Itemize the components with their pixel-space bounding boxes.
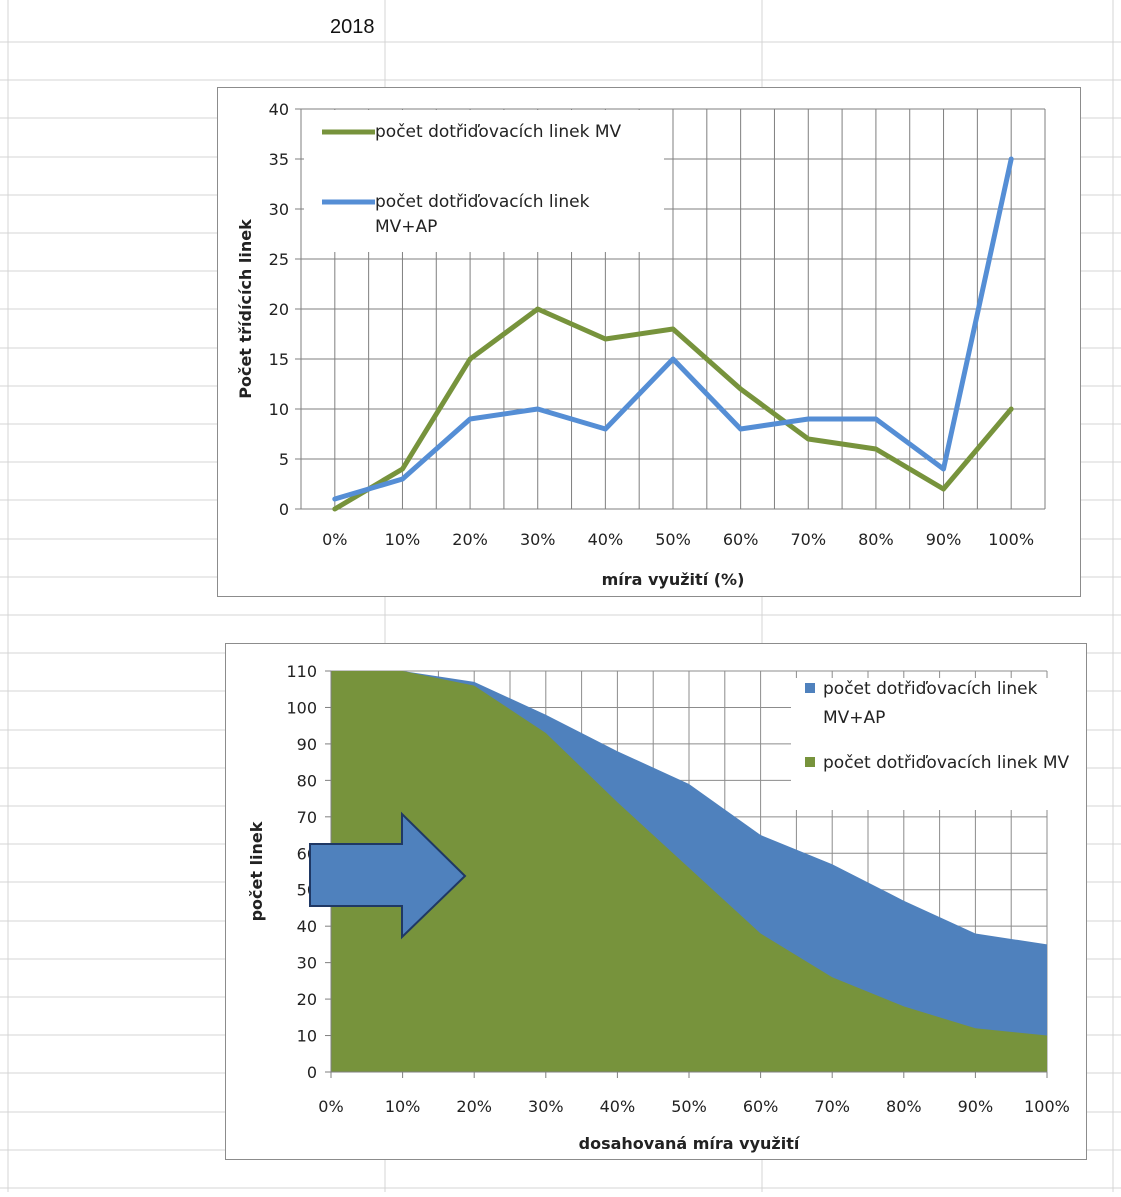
y-tick-label: 0 (307, 1063, 317, 1082)
x-tick-label: 30% (528, 1097, 564, 1116)
x-tick-label: 90% (958, 1097, 994, 1116)
x-tick-label: 70% (814, 1097, 850, 1116)
legend-label: počet dotřiďovacích linek MV+AP (375, 192, 590, 237)
arrow-shape (309, 811, 467, 940)
x-tick-label: 80% (886, 1097, 922, 1116)
x-tick-label: 30% (520, 530, 556, 549)
y-tick-label: 110 (286, 662, 317, 681)
line-chart: 0 5 10 15 20 25 30 35 40 0% 10% 20% 30% 40% 50% 60% 70% 8… (236, 100, 1046, 589)
y-axis-title: počet linek (247, 821, 266, 921)
x-tick-label: 10% (385, 530, 421, 549)
y-tick-label: 80 (297, 771, 317, 790)
y-tick-label: 40 (297, 917, 317, 936)
y-tick-label: 90 (297, 735, 317, 754)
y-tick-label: 70 (297, 808, 317, 827)
x-tick-label: 80% (858, 530, 894, 549)
series-area-po-et-dot-i-ovac-ch-linek-mv-1 (331, 671, 1047, 1072)
x-tick-label: 0% (318, 1097, 343, 1116)
x-tick-label: 0% (322, 530, 347, 549)
legend-swatch (805, 757, 815, 767)
y-tick-label: 15 (269, 350, 289, 369)
y-tick-label: 0 (279, 500, 289, 519)
x-tick-label: 90% (926, 530, 962, 549)
y-tick-label: 5 (279, 450, 289, 469)
x-tick-label: 60% (743, 1097, 779, 1116)
y-tick-label: 30 (297, 954, 317, 973)
x-tick-label: 50% (671, 1097, 707, 1116)
legend-label: počet dotřiďovacích linek MV+AP (823, 679, 1038, 728)
y-tick-label: 20 (297, 990, 317, 1009)
x-tick-label: 70% (790, 530, 826, 549)
y-tick-label: 35 (269, 150, 289, 169)
y-tick-label: 10 (297, 1027, 317, 1046)
x-tick-label: 40% (588, 530, 624, 549)
y-axis-title: Počet třídících linek (236, 219, 255, 399)
legend: počet dotřiďovacích linek MV+AP počet dotř… (791, 678, 1081, 810)
legend-label: počet dotřiďovacích linek MV (823, 753, 1069, 773)
x-axis-title: dosahovaná míra využití (579, 1134, 801, 1153)
legend-background (791, 678, 1081, 810)
cell-year[interactable]: 2018 (330, 16, 375, 38)
y-tick-label: 100 (286, 698, 317, 717)
legend-swatch (805, 683, 815, 693)
y-tick-label: 20 (269, 300, 289, 319)
series-line-po-et-dot-i-ovac-ch-linek-mv-0 (332, 306, 1014, 512)
x-axis-title: míra využití (%) (602, 570, 745, 589)
legend: počet dotřiďovacích linek MV počet dotřiď… (304, 110, 664, 252)
y-tick-label: 40 (269, 100, 289, 119)
x-tick-label: 10% (385, 1097, 421, 1116)
y-tick-label: 10 (269, 400, 289, 419)
y-tick-label: 30 (269, 200, 289, 219)
x-tick-label: 20% (452, 530, 488, 549)
chart-line-frame[interactable]: 0 5 10 15 20 25 30 35 40 0% 10% 20% 30% 40% 50% 60% 70% 8… (217, 87, 1081, 597)
x-tick-label: 100% (1024, 1097, 1070, 1116)
y-tick-label: 25 (269, 250, 289, 269)
legend-label: počet dotřiďovacích linek MV (375, 122, 621, 142)
x-tick-label: 20% (456, 1097, 492, 1116)
x-tick-label: 100% (988, 530, 1034, 549)
x-tick-label: 60% (723, 530, 759, 549)
chart-area-frame[interactable]: 0 10 20 30 40 50 60 70 80 90 100 110 0% 10% 20% 30% 40% 5… (225, 643, 1087, 1160)
x-tick-label: 40% (600, 1097, 636, 1116)
arrow-right-annotation (309, 811, 467, 940)
x-tick-label: 50% (655, 530, 691, 549)
series-line-po-et-dot-i-ovac-ch-linek-mv-ap-1 (332, 156, 1014, 502)
